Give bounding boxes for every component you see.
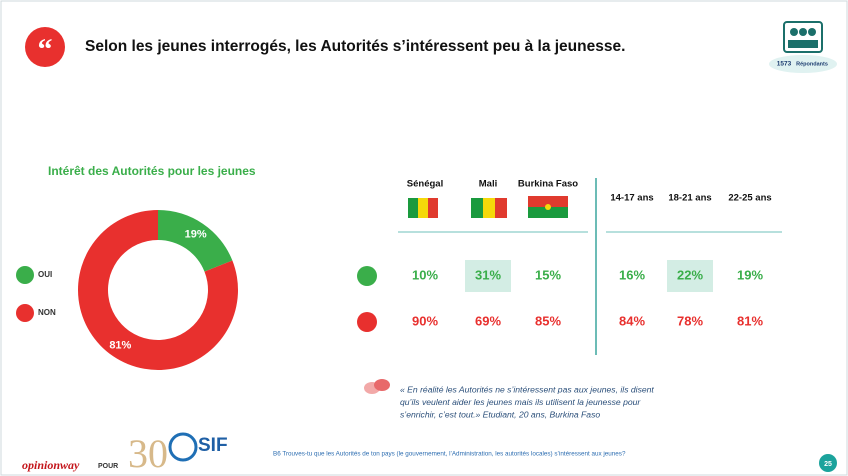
- table-cell: 19%: [737, 267, 763, 282]
- column-header: Sénégal: [407, 179, 443, 190]
- column-header: 14-17 ans: [610, 193, 653, 204]
- table-cell: 85%: [535, 313, 561, 328]
- logo-30: 30: [128, 431, 168, 476]
- slice-label: 81%: [109, 339, 131, 351]
- column-header: 22-25 ans: [728, 193, 771, 204]
- quote-bubbles: [364, 379, 390, 394]
- respondents-count: 1573: [777, 61, 792, 68]
- logo-opinionway: opinionway: [22, 458, 80, 472]
- table-cell: 10%: [412, 267, 438, 282]
- legend-label: NON: [38, 308, 56, 317]
- column-header: 18-21 ans: [668, 193, 711, 204]
- slide-title: Selon les jeunes interrogés, les Autorit…: [85, 38, 625, 55]
- logo-sif: SIF: [198, 435, 228, 456]
- table-cell: 16%: [619, 267, 645, 282]
- table-cell: 78%: [677, 313, 703, 328]
- table-cell: 15%: [535, 267, 561, 282]
- icon-bench: [788, 40, 818, 48]
- table-cell: 81%: [737, 313, 763, 328]
- page-badge: [819, 454, 837, 472]
- table-cell: 69%: [475, 313, 501, 328]
- page-number: 25: [824, 461, 832, 468]
- respondents-label: Répondants: [796, 61, 828, 67]
- quote-icon-glyph: “: [38, 33, 53, 66]
- donut-slice: [158, 210, 233, 272]
- question-text: B6 Trouves-tu que les Autorités de ton p…: [273, 451, 626, 458]
- flag-burkina: [528, 196, 568, 218]
- chart-title: Intérêt des Autorités pour les jeunes: [48, 164, 256, 178]
- column-header: Mali: [479, 179, 497, 190]
- table-cell: 84%: [619, 313, 645, 328]
- quote-line: qu’ils veulent aider les jeunes mais ils…: [400, 397, 641, 407]
- cell-highlight: [667, 260, 713, 292]
- quote-line: s’enrichir, c’est tout.» Etudiant, 20 an…: [400, 409, 600, 419]
- row-icon-oui: [357, 266, 377, 286]
- flag-senegal: [408, 198, 438, 218]
- flag-mali: [471, 198, 507, 218]
- column-header: Burkina Faso: [518, 179, 578, 190]
- table-cell: 22%: [677, 267, 703, 282]
- icon-person: [790, 28, 798, 36]
- quote-icon: [25, 27, 65, 67]
- logo-pour: POUR: [98, 463, 118, 470]
- icon-person: [799, 28, 807, 36]
- quote-line: « En réalité les Autorités ne s’intéress…: [400, 384, 654, 394]
- cell-highlight: [465, 260, 511, 292]
- logo-ring: [168, 432, 198, 462]
- icon-person: [808, 28, 816, 36]
- slice-label: 19%: [185, 228, 207, 240]
- table-cell: 90%: [412, 313, 438, 328]
- legend-label: OUI: [38, 270, 52, 279]
- legend-swatch: [16, 304, 34, 322]
- icon-badge: [769, 55, 837, 73]
- row-icon-non: [357, 312, 377, 332]
- table-cell: 31%: [475, 267, 501, 282]
- donut-slice: [77, 210, 238, 370]
- respondents-icon: [769, 21, 837, 73]
- legend-swatch: [16, 266, 34, 284]
